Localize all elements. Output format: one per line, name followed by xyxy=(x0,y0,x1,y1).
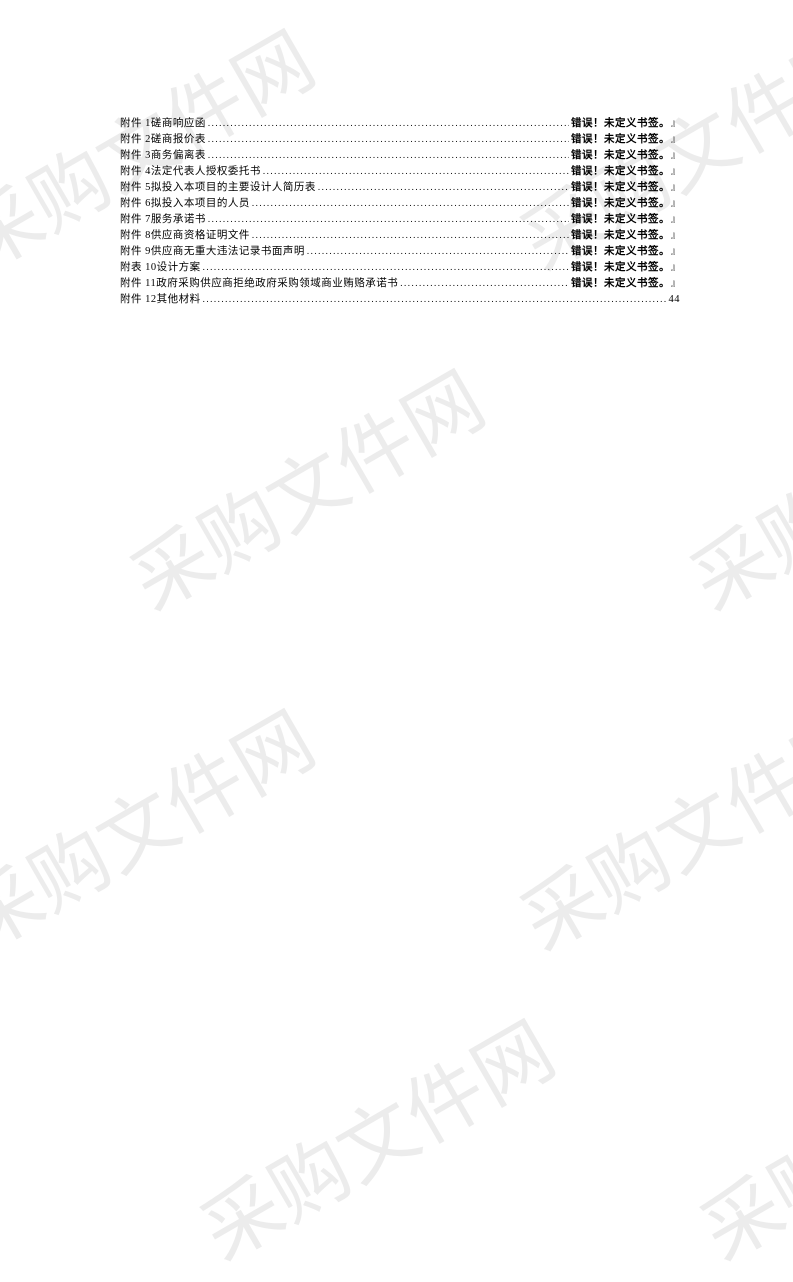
watermark: 采购文件网 xyxy=(498,680,793,972)
watermark: 采购文件网 xyxy=(178,990,572,1282)
toc-prefix: 附件 12 xyxy=(120,292,157,308)
toc-prefix: 附件 5 xyxy=(120,180,151,196)
toc-leader-dots xyxy=(203,291,667,307)
toc-title: 政府采购供应商拒绝政府采购领域商业贿赂承诺书 xyxy=(156,276,398,292)
toc-prefix: 附件 8 xyxy=(120,228,151,244)
watermark: 采购文件网 xyxy=(678,990,793,1282)
corner-mark: 』 xyxy=(671,211,680,227)
toc-line: 附件 1 磋商响应函 错误！未定义书签。』 xyxy=(120,115,680,131)
toc-title: 磋商报价表 xyxy=(151,132,206,148)
toc-title: 磋商响应函 xyxy=(151,116,206,132)
toc-error-text: 错误！未定义书签。 xyxy=(571,244,670,260)
toc-prefix: 附件 6 xyxy=(120,196,151,212)
toc-error-text: 错误！未定义书签。 xyxy=(571,260,670,276)
watermark: 采购文件网 xyxy=(108,340,502,632)
toc-leader-dots xyxy=(208,147,569,163)
toc-line: 附件 4 法定代表人授权委托书 错误！未定义书签。』 xyxy=(120,163,680,179)
toc-leader-dots xyxy=(318,179,569,195)
toc-leader-dots xyxy=(263,163,569,179)
toc-error-text: 错误！未定义书签。 xyxy=(571,116,670,132)
toc-line: 附表 10 设计方案 错误！未定义书签。』 xyxy=(120,259,680,275)
toc-error-text: 错误！未定义书签。 xyxy=(571,180,670,196)
toc-title: 商务偏离表 xyxy=(151,148,206,164)
watermark: 采购文件网 xyxy=(668,340,793,632)
toc-prefix: 附件 2 xyxy=(120,132,151,148)
toc-error-text: 错误！未定义书签。 xyxy=(571,228,670,244)
corner-mark: 』 xyxy=(671,275,680,291)
toc-line: 附件 12 其他材料 44 xyxy=(120,291,680,307)
toc-leader-dots xyxy=(252,227,569,243)
corner-mark: 』 xyxy=(671,195,680,211)
toc-leader-dots xyxy=(208,115,569,131)
toc-title: 服务承诺书 xyxy=(151,212,206,228)
toc-line: 附件 6 拟投入本项目的人员 错误！未定义书签。』 xyxy=(120,195,680,211)
toc-error-text: 错误！未定义书签。 xyxy=(571,196,670,212)
toc-title: 供应商无重大违法记录书面声明 xyxy=(151,244,305,260)
toc-error-text: 错误！未定义书签。 xyxy=(571,148,670,164)
toc-line: 附件 7 服务承诺书 错误！未定义书签。』 xyxy=(120,211,680,227)
toc-line: 附件 2 磋商报价表 错误！未定义书签。』 xyxy=(120,131,680,147)
toc-error-text: 错误！未定义书签。 xyxy=(571,212,670,228)
toc-line: 附件 5 拟投入本项目的主要设计人简历表 错误！未定义书签。』 xyxy=(120,179,680,195)
watermark: 采购文件网 xyxy=(0,680,332,972)
toc-prefix: 附件 4 xyxy=(120,164,151,180)
toc-prefix: 附件 9 xyxy=(120,244,151,260)
toc-line: 附件 9 供应商无重大违法记录书面声明 错误！未定义书签。』 xyxy=(120,243,680,259)
toc-page-number: 44 xyxy=(669,292,681,308)
toc-leader-dots xyxy=(252,195,569,211)
toc-error-text: 错误！未定义书签。 xyxy=(571,132,670,148)
toc-prefix: 附件 7 xyxy=(120,212,151,228)
toc-prefix: 附表 10 xyxy=(120,260,157,276)
corner-mark: 』 xyxy=(671,243,680,259)
toc-content: 附件 1 磋商响应函错误！未定义书签。』附件 2 磋商报价表错误！未定义书签。』… xyxy=(120,115,680,307)
corner-mark: 』 xyxy=(671,131,680,147)
corner-mark: 』 xyxy=(671,147,680,163)
toc-line: 附件 8 供应商资格证明文件 错误！未定义书签。』 xyxy=(120,227,680,243)
corner-mark: 』 xyxy=(671,259,680,275)
toc-line: 附件 3 商务偏离表 错误！未定义书签。』 xyxy=(120,147,680,163)
corner-mark: 』 xyxy=(671,179,680,195)
toc-line: 附件 11 政府采购供应商拒绝政府采购领域商业贿赂承诺书 错误！未定义书签。』 xyxy=(120,275,680,291)
toc-leader-dots xyxy=(307,243,569,259)
toc-error-text: 错误！未定义书签。 xyxy=(571,164,670,180)
toc-prefix: 附件 3 xyxy=(120,148,151,164)
toc-leader-dots xyxy=(208,211,569,227)
toc-title: 拟投入本项目的主要设计人简历表 xyxy=(151,180,316,196)
toc-title: 设计方案 xyxy=(157,260,201,276)
toc-title: 拟投入本项目的人员 xyxy=(151,196,250,212)
toc-title: 供应商资格证明文件 xyxy=(151,228,250,244)
corner-mark: 』 xyxy=(671,227,680,243)
toc-error-text: 错误！未定义书签。 xyxy=(571,276,670,292)
toc-leader-dots xyxy=(203,259,569,275)
toc-prefix: 附件 1 xyxy=(120,116,151,132)
toc-prefix: 附件 11 xyxy=(120,276,156,292)
corner-mark: 』 xyxy=(671,115,680,131)
toc-title: 法定代表人授权委托书 xyxy=(151,164,261,180)
toc-leader-dots xyxy=(400,275,569,291)
corner-mark: 』 xyxy=(671,163,680,179)
toc-leader-dots xyxy=(208,131,569,147)
toc-title: 其他材料 xyxy=(157,292,201,308)
